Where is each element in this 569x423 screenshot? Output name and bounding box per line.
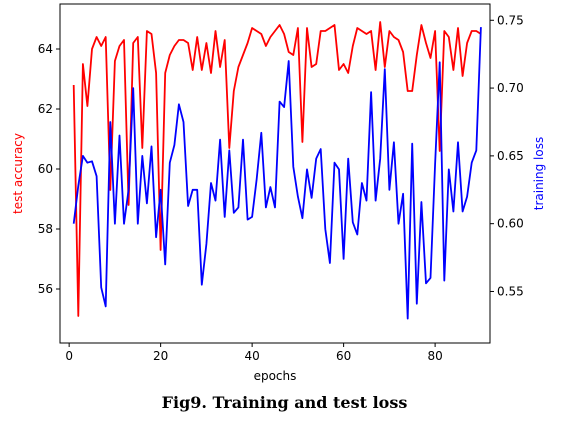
left-y-tick-label: 56 <box>38 282 53 296</box>
left-y-tick-label: 60 <box>38 162 53 176</box>
right-y-tick-label: 0.55 <box>497 284 524 298</box>
left-y-axis-ticks: 56 58 60 62 64 <box>38 42 60 296</box>
right-y-axis-title: training loss <box>532 137 546 210</box>
right-y-tick-label: 0.65 <box>497 149 524 163</box>
right-y-tick-label: 0.70 <box>497 81 524 95</box>
x-axis-title: epochs <box>254 369 297 383</box>
right-y-tick-label: 0.75 <box>497 13 524 27</box>
training-loss-line <box>72 27 482 320</box>
left-y-tick-label: 62 <box>38 102 53 116</box>
left-y-axis-title: test accuracy <box>11 133 25 214</box>
left-y-tick-label: 64 <box>38 42 53 56</box>
series-test-accuracy <box>72 21 482 317</box>
left-y-tick-label: 58 <box>38 222 53 236</box>
right-y-tick-label: 0.60 <box>497 217 524 231</box>
figure-caption: Fig9. Training and test loss <box>161 393 408 412</box>
series-training-loss <box>72 27 482 320</box>
plot-frame <box>59 3 491 344</box>
x-tick-label: 40 <box>244 349 259 363</box>
test-accuracy-line <box>72 21 482 317</box>
x-tick-label: 20 <box>153 349 168 363</box>
x-tick-label: 80 <box>427 349 442 363</box>
x-axis-ticks: 0 20 40 60 80 <box>65 343 443 363</box>
x-tick-label: 0 <box>65 349 73 363</box>
right-y-axis-ticks: 0.55 0.60 0.65 0.70 0.75 <box>490 13 524 298</box>
dual-axis-line-chart: 0 20 40 60 80 56 58 60 62 64 0.55 0.60 0.65 0.70 0.7… <box>11 3 546 383</box>
x-tick-label: 60 <box>336 349 351 363</box>
